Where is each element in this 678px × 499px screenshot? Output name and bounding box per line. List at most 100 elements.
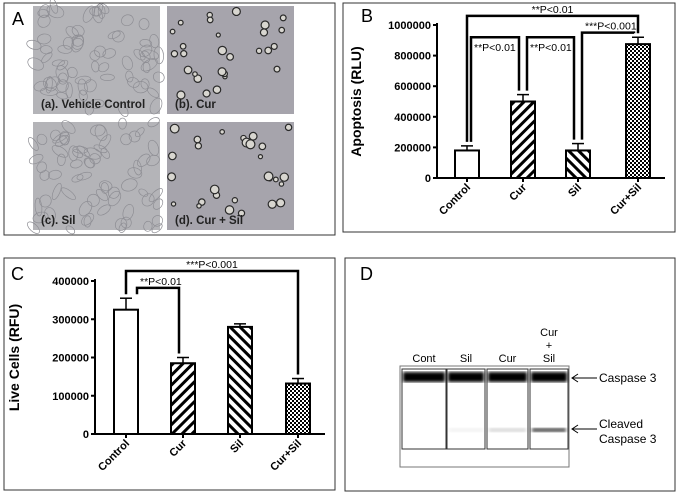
significance-label: **P<0.01 — [532, 4, 574, 16]
rounded-cell — [237, 209, 246, 217]
cleaved-caspase3-band — [489, 428, 526, 432]
cell-outline — [139, 39, 153, 48]
rounded-cell — [217, 67, 227, 77]
cell-outline — [87, 193, 100, 207]
cell-outline — [78, 89, 88, 102]
panel-b-label: B — [361, 6, 373, 26]
lane-frame — [401, 368, 447, 450]
cell-outline — [74, 75, 92, 85]
panel-a: A (a). Vehicle Control (b). Cur (c). Sil (d… — [3, 0, 336, 236]
cell-outline — [107, 30, 121, 40]
cell-outline — [93, 3, 104, 17]
cell-outline — [121, 14, 134, 27]
cell-outline — [120, 216, 132, 229]
lane-frame — [486, 368, 529, 450]
cell-outline — [40, 45, 53, 55]
significance-bracket — [465, 14, 640, 142]
bar-control — [113, 308, 139, 435]
rounded-cell — [224, 205, 235, 215]
cell-outline — [140, 58, 158, 72]
cell-outline — [138, 44, 153, 58]
cell-outline — [51, 145, 69, 158]
cell-outline — [47, 169, 62, 180]
micrograph-caption: (a). Vehicle Control — [41, 99, 145, 111]
rounded-cell — [278, 26, 286, 34]
significance-bracket — [580, 31, 636, 140]
cell-outline — [67, 66, 78, 79]
cell-outline — [56, 92, 69, 100]
panel-c-frame — [3, 257, 336, 491]
cell-outline — [127, 167, 143, 179]
cell-outline — [120, 133, 132, 146]
cell-outline — [89, 6, 103, 17]
cell-outline — [71, 174, 84, 183]
rounded-cell — [260, 20, 270, 30]
y-tick-label: 600000 — [394, 81, 431, 93]
rounded-cell — [215, 32, 221, 38]
rounded-cell — [278, 181, 285, 187]
cell-outline — [37, 14, 51, 28]
rounded-cell — [258, 142, 267, 151]
cell-outline — [94, 124, 108, 141]
rounded-cell — [169, 28, 176, 35]
significance-label: **P<0.01 — [474, 42, 516, 54]
cell-outline — [128, 130, 141, 143]
lane-label: + — [546, 340, 552, 352]
y-tick-label: 100000 — [52, 391, 89, 403]
significance-bracket — [525, 35, 576, 140]
y-axis-label: Live Cells (RFU) — [6, 304, 22, 411]
micrograph-caption: (c). Sil — [41, 215, 76, 227]
bar-sil — [565, 149, 591, 180]
rounded-cell — [180, 50, 188, 58]
cell-outline — [108, 186, 120, 199]
cell-outline — [98, 134, 112, 150]
cell-outline — [51, 182, 62, 200]
significance-label: ***P<0.001 — [186, 259, 238, 271]
cleaved-label-line1: Cleaved — [599, 417, 643, 431]
cell-outline — [138, 188, 149, 197]
cell-outline — [89, 50, 101, 61]
rounded-cell — [196, 203, 202, 209]
cell-outline — [57, 45, 73, 54]
lane-label: Cont — [412, 353, 435, 365]
lane-frame — [529, 368, 569, 450]
micrograph-2: (c). Sil — [27, 117, 164, 235]
rounded-cell — [273, 65, 281, 73]
rounded-cell — [264, 46, 273, 55]
cell-outline — [77, 78, 88, 96]
cleaved-caspase3-band — [532, 428, 566, 432]
rounded-cell — [284, 123, 293, 132]
cleaved-caspase3-band — [449, 428, 483, 432]
rounded-cell — [179, 42, 187, 50]
rounded-cell — [194, 142, 203, 150]
rounded-cell — [279, 172, 290, 182]
significance-label: ***P<0.001 — [585, 21, 637, 33]
rounded-cell — [255, 47, 263, 55]
caspase3-label: Caspase 3 — [599, 371, 657, 385]
cell-outline — [152, 198, 164, 210]
rounded-cell — [209, 184, 220, 195]
blot-lane-1: Sil — [446, 353, 486, 450]
panel-c-label: C — [11, 264, 24, 284]
cell-outline — [37, 33, 52, 45]
cell-outline — [151, 215, 163, 227]
cell-outline — [135, 127, 145, 137]
cell-outline — [26, 39, 42, 50]
cell-outline — [44, 207, 56, 222]
cell-outline — [84, 103, 95, 116]
rounded-cell — [217, 45, 228, 56]
rounded-cell — [263, 171, 274, 182]
blot-lane-3: Cur+Sil — [529, 327, 569, 450]
bar-sil — [227, 325, 253, 435]
rounded-cell — [270, 42, 278, 51]
cell-outline — [147, 117, 160, 128]
bar-cur — [170, 362, 196, 435]
micrograph-caption: (d). Cur + Sil — [175, 215, 243, 227]
cell-outline — [118, 117, 127, 130]
rounded-cell — [259, 28, 269, 37]
panel-b: B 0 200000 400000 600000 800000 1000000 Apopto… — [342, 2, 676, 233]
rounded-cell — [206, 16, 214, 24]
cell-outline — [39, 194, 52, 208]
rounded-cell — [177, 19, 184, 26]
cell-outline — [122, 204, 135, 221]
